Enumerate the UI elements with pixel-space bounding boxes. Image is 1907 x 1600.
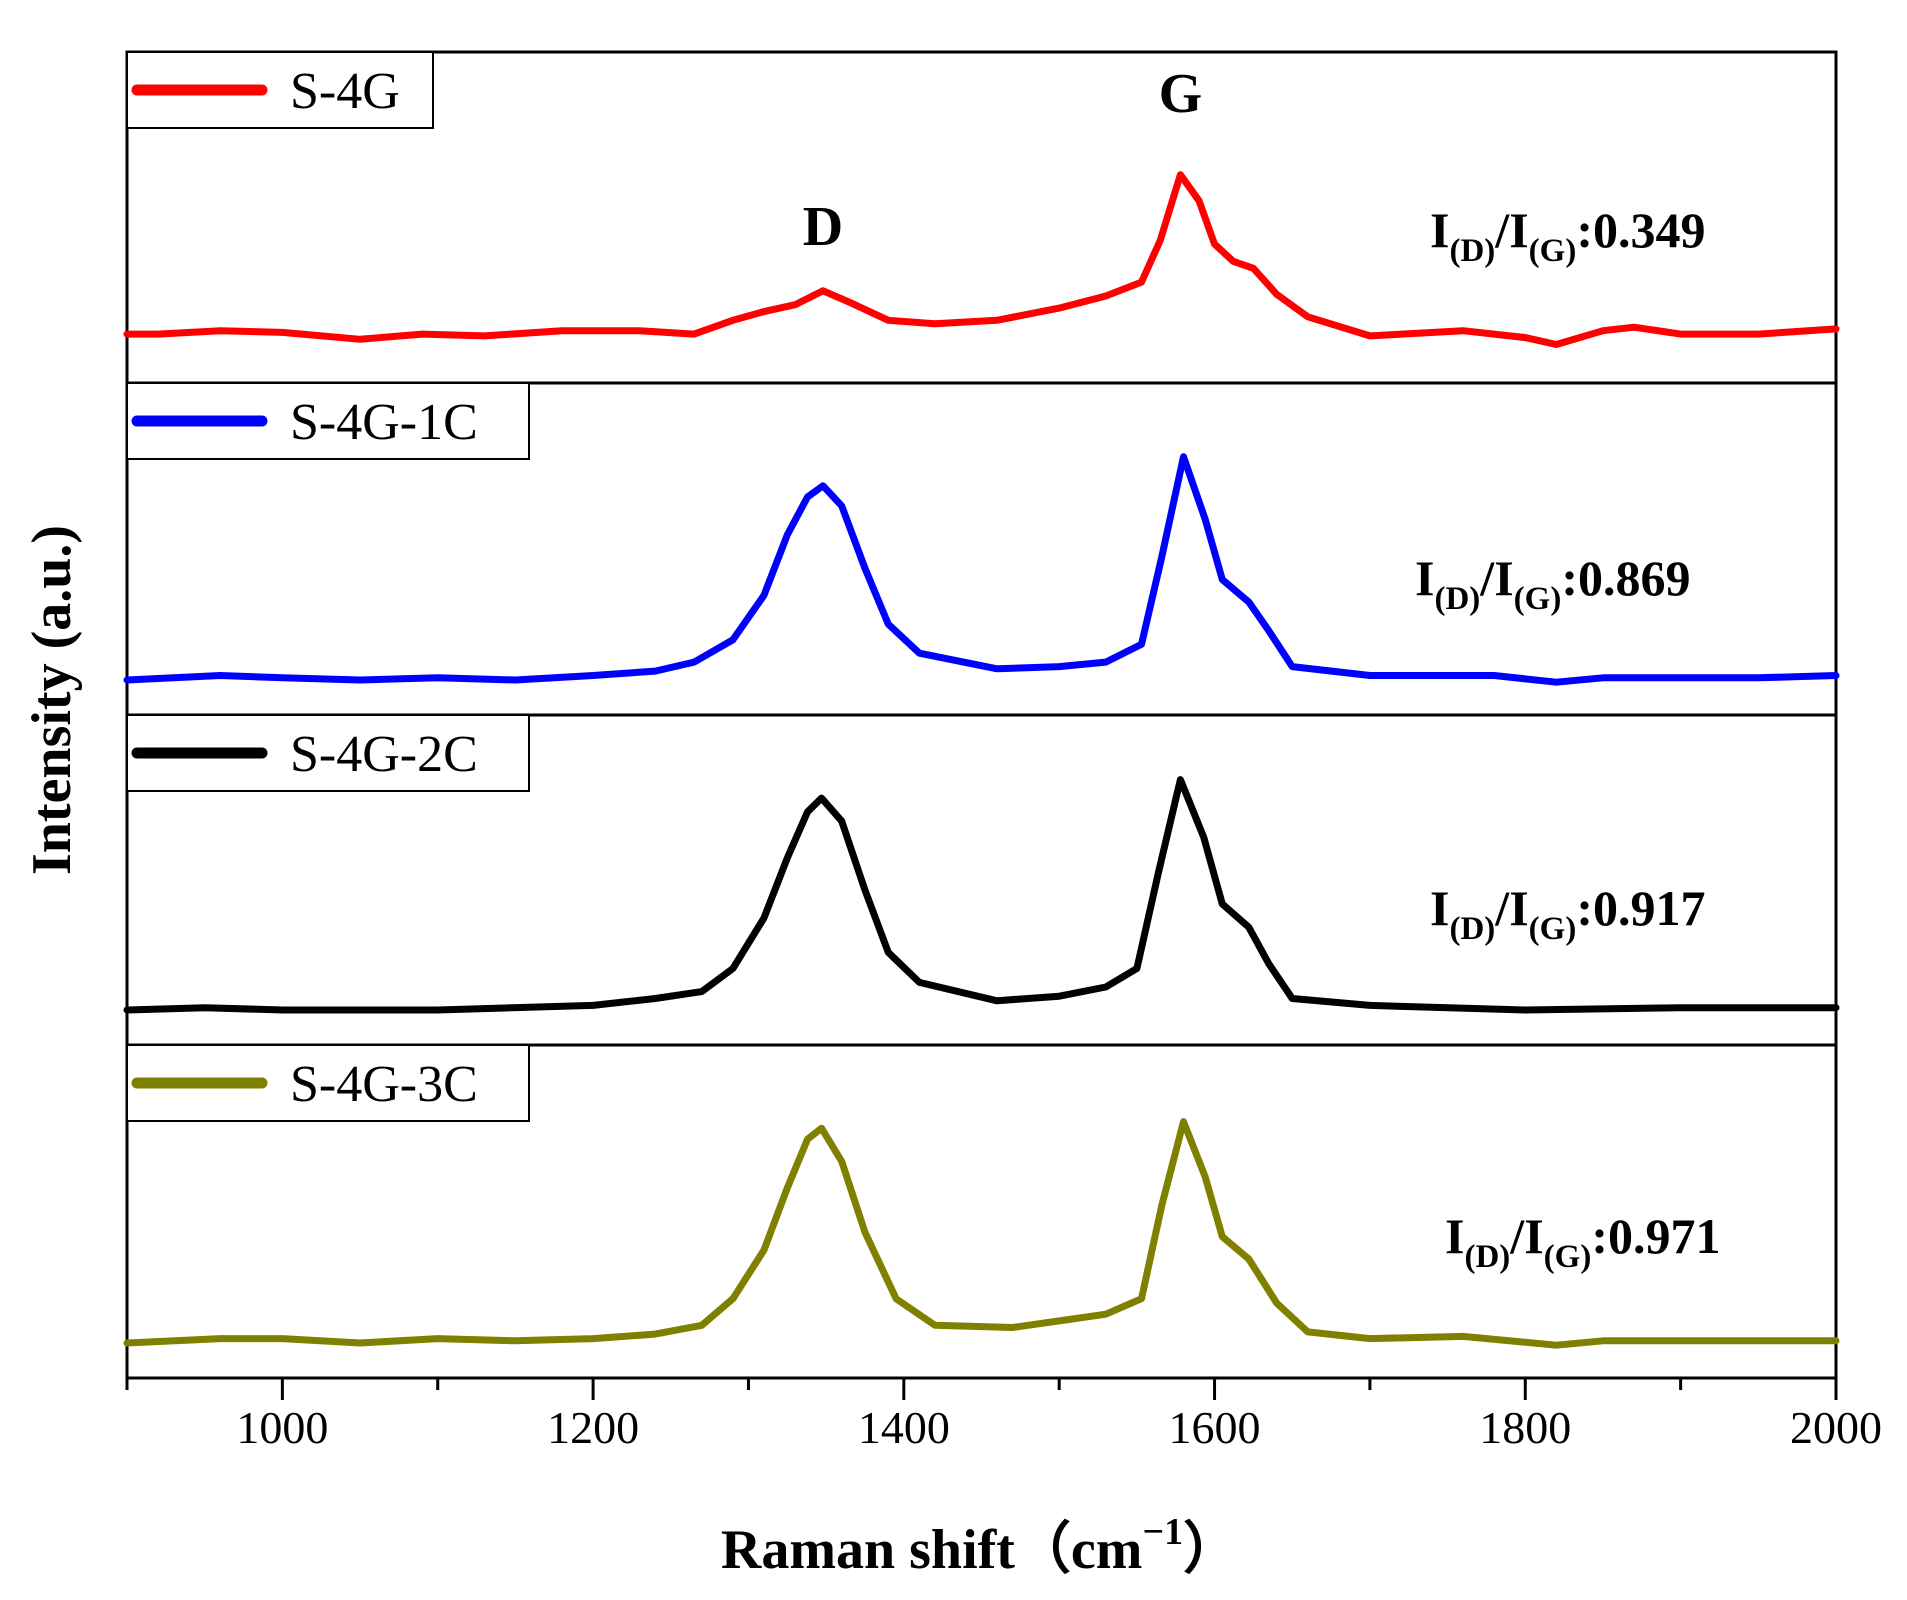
ratio-value: 0.971 [1608, 1208, 1721, 1264]
x-tick-label: 2000 [1790, 1402, 1882, 1453]
ratio-part: I [1524, 1208, 1543, 1264]
x-tick-label: 1200 [547, 1402, 639, 1453]
ratio-part: I [1494, 550, 1513, 606]
spectrum-line [123, 453, 1840, 686]
ratio-value: 0.349 [1593, 202, 1706, 258]
legend-label: S-4G-1C [290, 394, 478, 451]
ratio-part: : [1591, 1208, 1608, 1264]
ratio-label: I(D)/I(G):0.869 [1415, 550, 1690, 617]
spectrum-line [123, 1118, 1840, 1349]
ratio-part: (G) [1514, 581, 1562, 617]
x-axis: 1000 1200 1400 1600 1800 2000 [125, 1378, 1882, 1453]
ratio-part: : [1561, 550, 1578, 606]
y-axis-title: Intensity (a.u.) [21, 525, 83, 875]
ratio-part: : [1576, 880, 1593, 936]
peak-label-d: D [803, 196, 843, 258]
x-tick-label: 1000 [236, 1402, 328, 1453]
x-axis-title-main: Raman shift（cm [721, 1518, 1143, 1581]
ratio-part: (D) [1449, 911, 1495, 947]
series-0: S-4GI(D)/I(G):0.349 [123, 51, 1840, 348]
ratio-part: (D) [1449, 233, 1495, 269]
peak-label-g: G [1159, 63, 1203, 125]
x-tick-label: 1600 [1169, 1402, 1261, 1453]
ratio-label: I(D)/I(G):0.971 [1445, 1208, 1720, 1275]
ratio-label: I(D)/I(G):0.349 [1430, 202, 1705, 269]
spectrum-line [123, 171, 1840, 348]
ratio-part: (G) [1529, 233, 1577, 269]
ratio-part: / [1509, 1208, 1525, 1264]
series-3: S-4G-3CI(D)/I(G):0.971 [123, 1044, 1840, 1349]
ratio-part: I [1509, 880, 1528, 936]
spectrum-line [123, 776, 1840, 1014]
ratio-value: 0.917 [1593, 880, 1706, 936]
ratio-part: I [1415, 550, 1434, 606]
x-axis-title-superscript: −1 [1142, 1511, 1183, 1553]
ratio-label: I(D)/I(G):0.917 [1430, 880, 1705, 947]
ratio-part: (D) [1434, 581, 1480, 617]
ratio-part: / [1494, 202, 1510, 258]
x-axis-title-close: ） [1183, 1518, 1239, 1581]
ratio-part: (D) [1464, 1239, 1510, 1275]
ratio-part: (G) [1544, 1239, 1592, 1275]
ratio-part: / [1494, 880, 1510, 936]
ratio-value: 0.869 [1578, 550, 1691, 606]
series-1: S-4G-1CI(D)/I(G):0.869 [123, 382, 1840, 686]
x-tick-label: 1800 [1479, 1402, 1571, 1453]
legend-label: S-4G-3C [290, 1056, 478, 1113]
ratio-part: / [1479, 550, 1495, 606]
ratio-part: I [1509, 202, 1528, 258]
x-axis-title: Raman shift（cm−1） [721, 1511, 1239, 1581]
x-tick-label: 1400 [858, 1402, 950, 1453]
legend-label: S-4G [290, 63, 400, 120]
legend-label: S-4G-2C [290, 726, 478, 783]
ratio-part: I [1430, 202, 1449, 258]
ratio-part: I [1430, 880, 1449, 936]
ratio-part: I [1445, 1208, 1464, 1264]
series-2: S-4G-2CI(D)/I(G):0.917 [123, 714, 1840, 1014]
ratio-part: : [1576, 202, 1593, 258]
ratio-part: (G) [1529, 911, 1577, 947]
